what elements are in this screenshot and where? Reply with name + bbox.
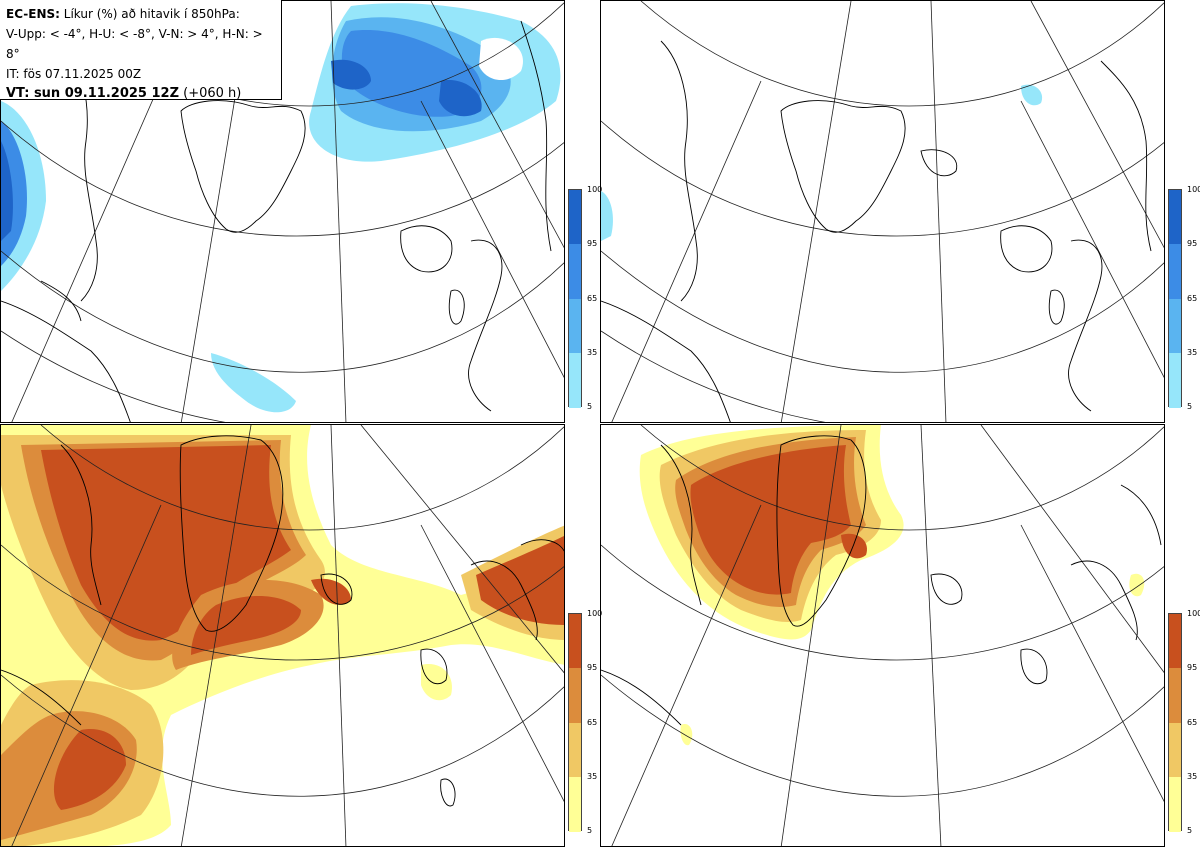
- coastlines: [601, 40, 1152, 422]
- map-panel-warm-plus-8: [600, 424, 1165, 847]
- colorbar-tick: 100: [587, 185, 603, 194]
- colorbar-tick: 5: [587, 402, 593, 411]
- colorbar-tick: 35: [587, 348, 598, 357]
- colorbar-cold: 100 95 65 35 5: [568, 186, 602, 411]
- colorbar-segment: [1169, 777, 1181, 832]
- map-canvas: [601, 425, 1164, 846]
- colorbar-tick: 35: [587, 772, 598, 781]
- colorbar-tick: 5: [587, 826, 593, 835]
- coastlines: [1, 20, 552, 422]
- colorbar-segment: [1169, 244, 1181, 299]
- legend-title: EC-ENS: Líkur (%) að hitavik í 850hPa:: [6, 7, 240, 21]
- colorbar-segment: [1169, 190, 1181, 244]
- graticule: [1, 425, 564, 846]
- colorbar-segment: [569, 190, 581, 244]
- coastlines: [601, 435, 1162, 726]
- colorbar-segment: [569, 668, 581, 723]
- coastlines: [1, 435, 564, 807]
- colorbar-tick: 95: [587, 663, 598, 672]
- colorbar-segment: [1169, 723, 1181, 777]
- colorbar-segment: [569, 777, 581, 832]
- graticule: [601, 1, 1164, 422]
- colorbar-segment: [1169, 353, 1181, 408]
- colorbar-segment: [569, 299, 581, 353]
- colorbar-segment: [1169, 668, 1181, 723]
- chart-legend-box: EC-ENS: Líkur (%) að hitavik í 850hPa: V…: [0, 0, 282, 101]
- colorbar-tick: 5: [1187, 402, 1193, 411]
- map-panel-warm-plus-4: [0, 424, 565, 847]
- legend-thresholds: V-Upp: < -4°, H-U: < -8°, V-N: > 4°, H-N…: [6, 27, 263, 61]
- legend-valid-time: VT: sun 09.11.2025 12Z (+060 h): [6, 86, 242, 101]
- map-panel-cold-minus-8: [600, 0, 1165, 423]
- colorbar-tick: 35: [1187, 772, 1198, 781]
- colorbar-segment: [569, 723, 581, 777]
- colorbar-tick: 100: [587, 609, 603, 618]
- colorbar-tick: 100: [1187, 609, 1200, 618]
- colorbar-tick: 65: [587, 718, 598, 727]
- colorbar-tick: 95: [587, 239, 598, 248]
- colorbar-segment: [569, 244, 581, 299]
- map-panel-cold-minus-4: [0, 0, 565, 423]
- colorbar-segment: [569, 614, 581, 668]
- colorbar-tick: 65: [587, 294, 598, 303]
- colorbar-segment: [569, 353, 581, 408]
- map-canvas: [1, 1, 564, 422]
- colorbar-cold: 100 95 65 35 5: [1168, 186, 1200, 411]
- colorbar-warm: 100 95 65 35 5: [1168, 610, 1200, 835]
- map-canvas: [601, 1, 1164, 422]
- probability-field: [1, 425, 564, 846]
- colorbar-tick: 5: [1187, 826, 1193, 835]
- colorbar-segment: [1169, 614, 1181, 668]
- colorbar-tick: 95: [1187, 663, 1198, 672]
- colorbar-tick: 100: [1187, 185, 1200, 194]
- colorbar-tick: 95: [1187, 239, 1198, 248]
- probability-field: [639, 425, 1145, 746]
- probability-field: [1, 3, 561, 413]
- map-canvas: [1, 425, 564, 846]
- colorbar-segment: [1169, 299, 1181, 353]
- colorbar-tick: 65: [1187, 294, 1198, 303]
- colorbar-warm: 100 95 65 35 5: [568, 610, 602, 835]
- colorbar-tick: 35: [1187, 348, 1198, 357]
- colorbar-tick: 65: [1187, 718, 1198, 727]
- probability-field: [601, 84, 1043, 241]
- graticule: [601, 425, 1164, 846]
- legend-init-time: IT: fös 07.11.2025 00Z: [6, 67, 142, 81]
